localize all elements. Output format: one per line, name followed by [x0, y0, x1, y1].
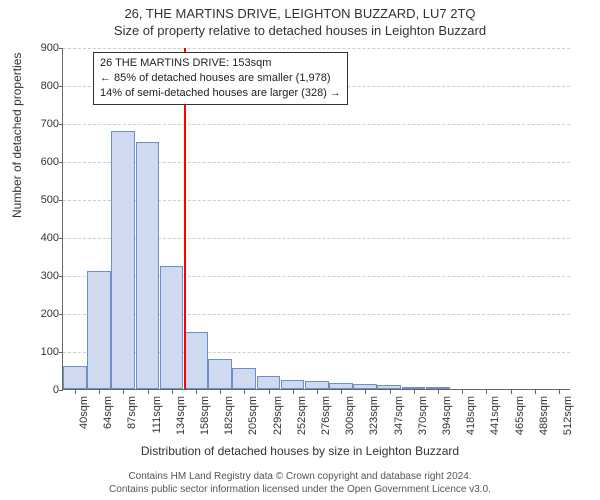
x-tick-label: 87sqm	[126, 396, 138, 440]
x-tick-label: 158sqm	[199, 396, 211, 440]
annotation-line2: ← 85% of detached houses are smaller (1,…	[100, 71, 341, 86]
histogram-bar	[160, 266, 184, 390]
x-tick-label: 252sqm	[296, 396, 308, 440]
y-tick-label: 700	[29, 118, 59, 130]
histogram-bar	[257, 376, 281, 389]
y-tick-label: 200	[29, 308, 59, 320]
y-tick-label: 900	[29, 42, 59, 54]
x-tick-label: 229sqm	[272, 396, 284, 440]
x-tick-label: 111sqm	[151, 396, 163, 440]
x-tick-label: 370sqm	[417, 396, 429, 440]
histogram-bar	[63, 366, 87, 389]
footer-line2: Contains public sector information licen…	[0, 483, 600, 496]
y-tick-label: 100	[29, 346, 59, 358]
y-tick-label: 500	[29, 194, 59, 206]
x-tick-label: 205sqm	[247, 396, 259, 440]
y-tick-label: 0	[29, 384, 59, 396]
footer-attribution: Contains HM Land Registry data © Crown c…	[0, 470, 600, 496]
y-tick-label: 800	[29, 80, 59, 92]
histogram-bar	[87, 271, 111, 389]
histogram-bar	[377, 385, 401, 389]
histogram-bar	[402, 387, 426, 389]
x-tick-label: 182sqm	[223, 396, 235, 440]
histogram-bar	[136, 142, 160, 389]
histogram-bar	[111, 131, 135, 389]
chart-title-sub: Size of property relative to detached ho…	[0, 21, 600, 38]
x-tick-label: 134sqm	[175, 396, 187, 440]
x-tick-label: 441sqm	[489, 396, 501, 440]
x-axis-label: Distribution of detached houses by size …	[0, 444, 600, 458]
x-tick-label: 276sqm	[320, 396, 332, 440]
x-tick-label: 394sqm	[441, 396, 453, 440]
chart-title-main: 26, THE MARTINS DRIVE, LEIGHTON BUZZARD,…	[0, 0, 600, 21]
x-tick-label: 465sqm	[514, 396, 526, 440]
x-tick-label: 418sqm	[465, 396, 477, 440]
annotation-box: 26 THE MARTINS DRIVE: 153sqm← 85% of det…	[93, 52, 348, 105]
histogram-bar	[329, 383, 353, 389]
histogram-bar	[208, 359, 232, 389]
x-tick-label: 40sqm	[78, 396, 90, 440]
footer-line1: Contains HM Land Registry data © Crown c…	[0, 470, 600, 483]
y-tick-label: 600	[29, 156, 59, 168]
x-tick-label: 323sqm	[368, 396, 380, 440]
histogram-bar	[353, 384, 377, 389]
histogram-bar	[281, 380, 305, 390]
annotation-line1: 26 THE MARTINS DRIVE: 153sqm	[100, 56, 341, 71]
histogram-bar	[426, 387, 450, 389]
annotation-line3: 14% of semi-detached houses are larger (…	[100, 86, 341, 101]
histogram-bar	[232, 368, 256, 389]
grid-line	[63, 124, 570, 125]
y-tick-label: 300	[29, 270, 59, 282]
y-axis-label: Number of detached properties	[10, 53, 24, 218]
x-tick-label: 64sqm	[102, 396, 114, 440]
x-tick-label: 488sqm	[538, 396, 550, 440]
y-tick-label: 400	[29, 232, 59, 244]
chart-plot-area: 26 THE MARTINS DRIVE: 153sqm← 85% of det…	[62, 48, 570, 390]
histogram-bar	[305, 381, 329, 389]
x-tick-label: 512sqm	[562, 396, 574, 440]
histogram-bar	[184, 332, 208, 389]
x-tick-label: 347sqm	[393, 396, 405, 440]
x-tick-label: 300sqm	[344, 396, 356, 440]
grid-line	[63, 48, 570, 49]
